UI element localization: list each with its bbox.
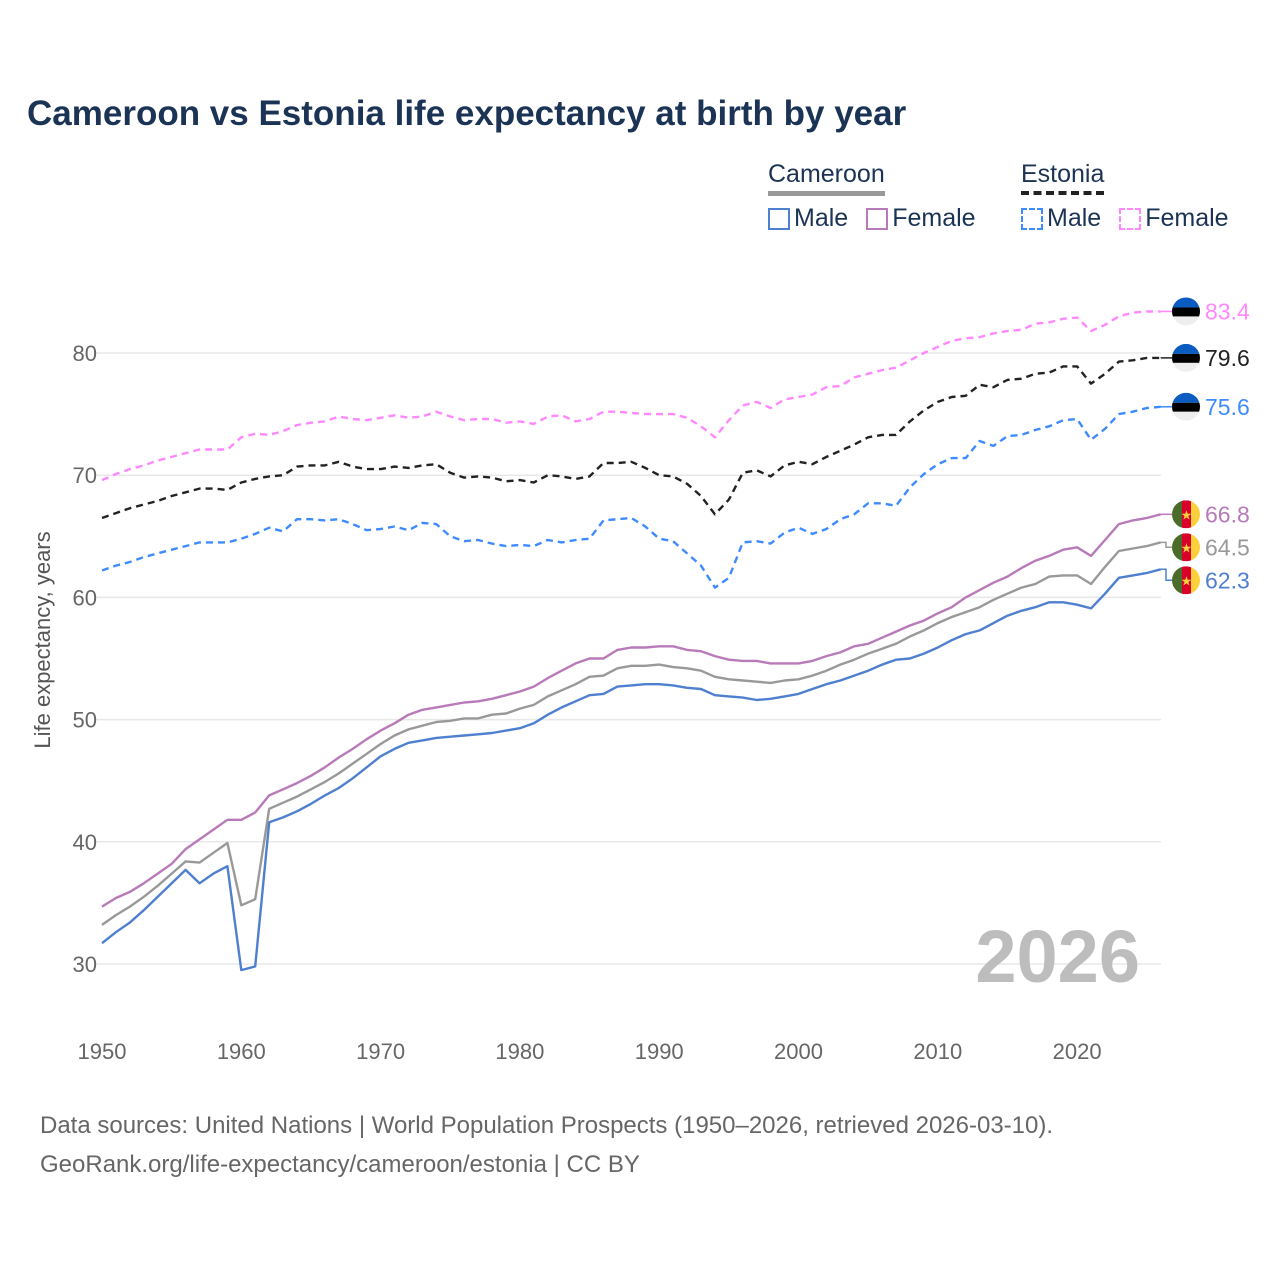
estonia-flag-icon — [1172, 343, 1200, 372]
legend-label: Female — [1145, 204, 1229, 232]
legend-group-title: Estonia — [1021, 160, 1105, 195]
cameroon-flag-icon: ★ — [1172, 500, 1200, 529]
x-tick-label: 1950 — [78, 1039, 127, 1064]
x-tick-label: 2020 — [1053, 1039, 1102, 1064]
end-value-label: 75.6 — [1205, 394, 1250, 420]
legend-label: Female — [892, 204, 976, 232]
end-label-estonia-female: 83.4 — [1160, 297, 1250, 326]
legend-item-estonia-female[interactable]: Female — [1119, 204, 1229, 233]
y-tick-label: 80 — [73, 341, 97, 366]
series-line-cameroon-male — [101, 568, 1162, 972]
legend-swatch — [1021, 207, 1043, 230]
y-axis-ticks: 30 40 50 60 70 80 — [73, 341, 97, 977]
series-line-estonia — [101, 356, 1161, 520]
legend-item-cameroon-male[interactable]: Male — [768, 204, 848, 233]
legend-swatch — [768, 207, 790, 230]
x-tick-label: 1980 — [495, 1039, 544, 1064]
leader-line — [1160, 541, 1172, 549]
series-line-estonia-female — [101, 310, 1161, 482]
end-label-estonia: 79.6 — [1160, 343, 1250, 372]
series-line-estonia-male — [101, 405, 1161, 589]
x-tick-label: 2000 — [774, 1039, 823, 1064]
x-tick-label: 1990 — [635, 1039, 684, 1064]
end-labels: 83.4 79.6 75.6 ★ 66.8 ★ 64.5 ★ 62.3 — [1160, 297, 1250, 595]
leader-line — [1160, 568, 1172, 582]
end-value-label: 64.5 — [1205, 534, 1250, 560]
end-label-cameroon-female: ★ 66.8 — [1160, 500, 1250, 529]
y-tick-label: 70 — [73, 463, 97, 488]
data-source-text: Data sources: United Nations | World Pop… — [40, 1112, 1054, 1139]
year-watermark: 2026 — [975, 915, 1140, 998]
legend-swatch — [866, 207, 889, 230]
end-label-estonia-male: 75.6 — [1160, 392, 1250, 421]
end-label-cameroon: ★ 64.5 — [1160, 533, 1250, 562]
y-tick-label: 30 — [73, 952, 97, 977]
series-line-cameroon-female — [101, 513, 1162, 908]
star-icon: ★ — [1181, 540, 1193, 555]
legend-group-cameroon: Cameroon Male Female — [768, 160, 976, 232]
x-tick-label: 2010 — [913, 1039, 962, 1064]
legend-item-estonia-male[interactable]: Male — [1021, 204, 1101, 233]
source-link[interactable]: GeoRank.org/life-expectancy/cameroon/est… — [40, 1151, 640, 1178]
legend-group-title: Cameroon — [768, 160, 885, 196]
legend-swatch — [1119, 207, 1142, 230]
end-value-label: 62.3 — [1205, 567, 1250, 593]
end-value-label: 83.4 — [1205, 298, 1250, 324]
cameroon-flag-icon: ★ — [1172, 566, 1200, 595]
y-tick-label: 40 — [73, 830, 97, 855]
estonia-flag-icon — [1172, 392, 1200, 421]
x-axis-ticks: 1950 1960 1970 1980 1990 2000 2010 2020 — [78, 1039, 1102, 1064]
star-icon: ★ — [1181, 507, 1193, 522]
gridlines — [96, 352, 1161, 965]
legend-group-estonia: Estonia Male Female — [1021, 160, 1229, 232]
cameroon-flag-icon: ★ — [1172, 533, 1200, 562]
estonia-flag-icon — [1172, 297, 1200, 326]
end-value-label: 66.8 — [1205, 501, 1250, 527]
y-tick-label: 60 — [73, 585, 97, 610]
star-icon: ★ — [1181, 573, 1193, 588]
y-tick-label: 50 — [73, 708, 97, 733]
end-label-cameroon-male: ★ 62.3 — [1160, 566, 1250, 595]
series-line-cameroon — [101, 541, 1162, 926]
end-value-label: 79.6 — [1205, 345, 1250, 371]
footer: Data sources: United Nations | World Pop… — [40, 1106, 1053, 1184]
legend-label: Male — [794, 204, 849, 232]
series-lines — [101, 310, 1162, 972]
legend-item-cameroon-female[interactable]: Female — [866, 204, 976, 233]
x-tick-label: 1960 — [217, 1039, 266, 1064]
chart-title: Cameroon vs Estonia life expectancy at b… — [27, 94, 907, 133]
y-axis-label: Life expectancy, years — [30, 531, 55, 748]
legend-label: Male — [1047, 204, 1102, 232]
x-tick-label: 1970 — [356, 1039, 405, 1064]
